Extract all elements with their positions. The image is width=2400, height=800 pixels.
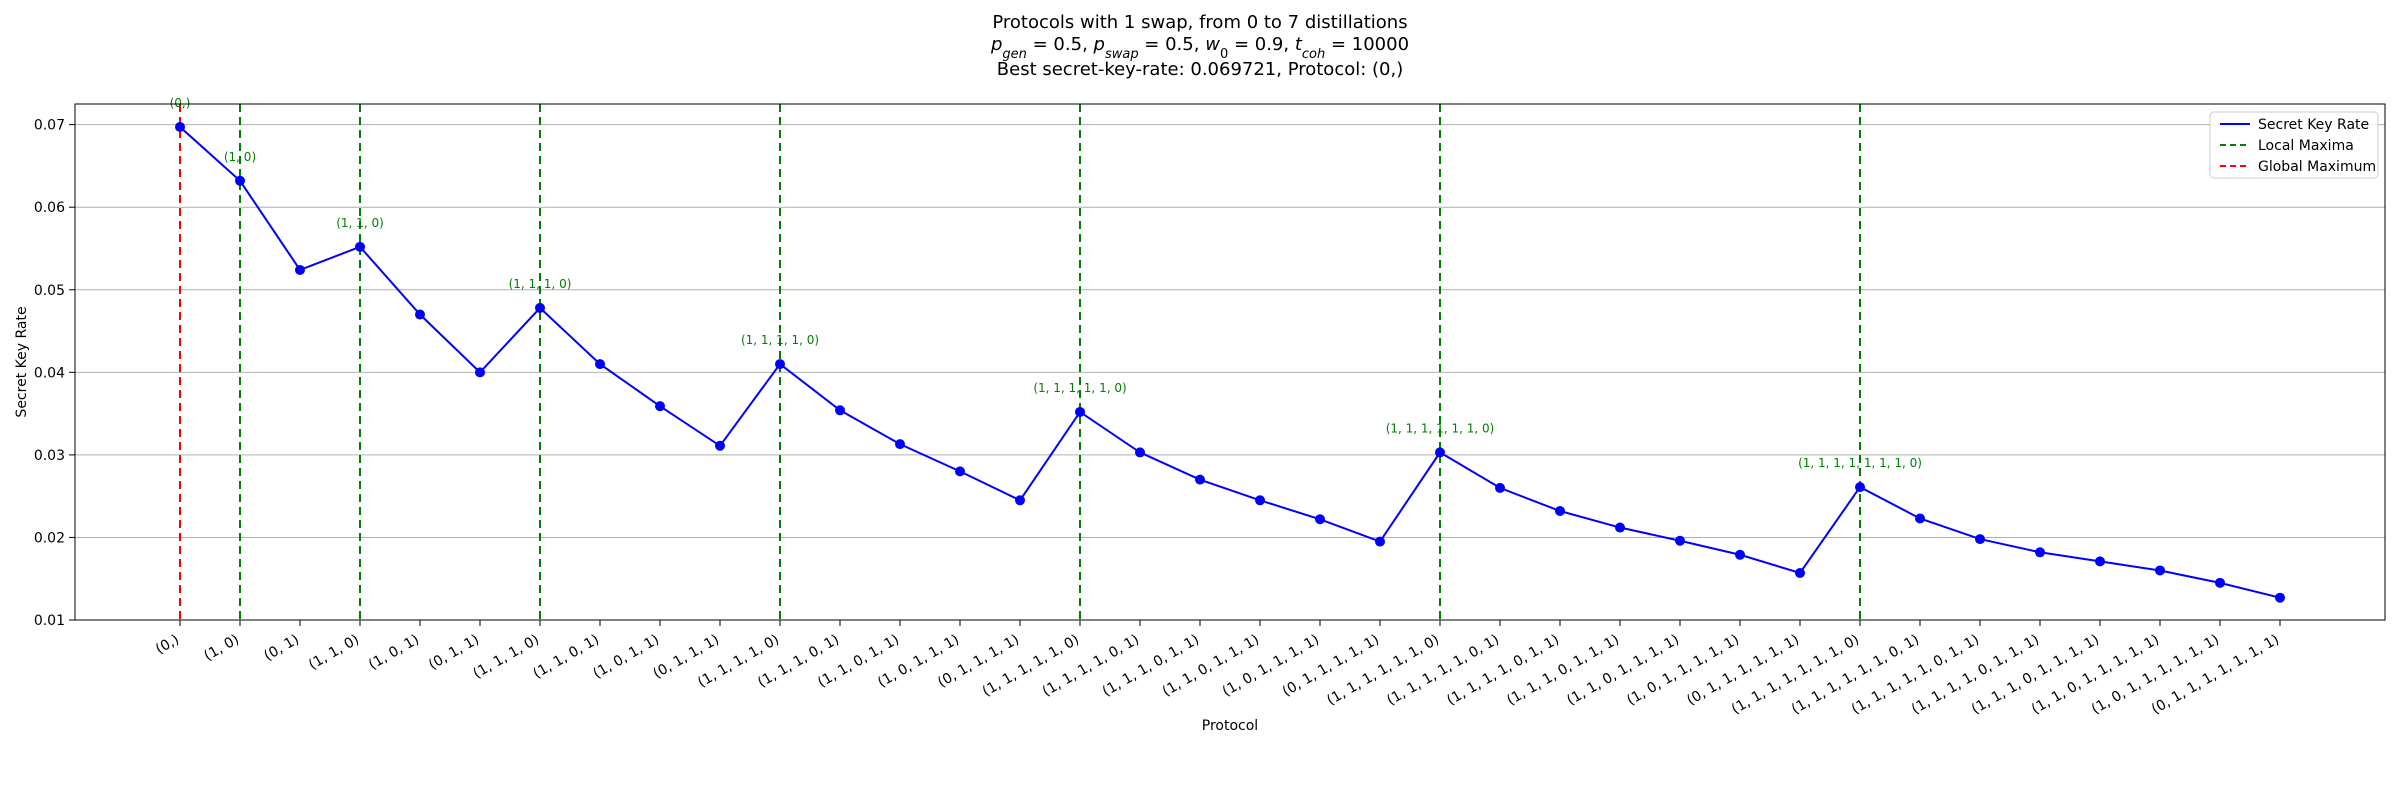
annotation-label: (1, 0)	[224, 150, 256, 164]
x-tick-label: (1, 1, 1, 0, 1, 1, 1)	[1504, 632, 1622, 709]
x-tick-label: (1, 1, 0, 1)	[531, 632, 602, 682]
data-point	[355, 241, 365, 252]
y-tick-label: 0.03	[34, 448, 65, 464]
data-point	[1795, 567, 1805, 578]
data-point	[1135, 447, 1145, 458]
data-point	[595, 359, 605, 370]
x-tick-label: (1, 1, 1, 0)	[471, 632, 542, 682]
data-points	[175, 121, 2285, 603]
annotation-label: (1, 1, 1, 1, 0)	[741, 333, 819, 347]
data-point	[1555, 506, 1565, 517]
legend-label: Secret Key Rate	[2258, 117, 2369, 133]
data-point	[1195, 474, 1205, 485]
data-point	[1735, 549, 1745, 560]
y-tick-label: 0.01	[34, 613, 65, 629]
data-point	[2215, 577, 2225, 588]
data-point	[415, 309, 425, 320]
legend-box	[2209, 111, 2379, 179]
data-point	[1855, 482, 1865, 493]
data-point	[835, 405, 845, 416]
x-tick-label: (1, 0, 1, 1)	[591, 632, 662, 682]
data-point	[2095, 556, 2105, 567]
x-tick-label: (1, 1, 1, 1, 0, 1, 1)	[1444, 632, 1562, 709]
legend-label: Local Maxima	[2258, 138, 2354, 154]
axes: 0.01 0.02 0.03 0.04 0.05 0.06 0.07 (0,) (1, 0) (0…	[34, 103, 2386, 718]
data-point	[535, 302, 545, 313]
data-point	[1375, 536, 1385, 547]
x-tick-label: (1, 0, 1)	[366, 632, 422, 674]
data-point	[175, 121, 185, 132]
data-point	[2155, 565, 2165, 576]
data-point	[1615, 522, 1625, 533]
x-tick-label: (1, 0, 1, 1, 1, 1, 1)	[1624, 632, 1742, 709]
data-point	[2275, 592, 2285, 603]
maxima-lines	[179, 104, 1861, 620]
data-point	[1495, 482, 1505, 493]
data-point	[475, 367, 485, 378]
data-point	[655, 401, 665, 412]
annotation-label: (1, 1, 0)	[336, 216, 384, 230]
annotations: (0,) (1, 0) (1, 1, 0) (1, 1, 1, 0) (1, 1, 1,…	[170, 96, 1922, 470]
x-tick-label: (1, 1, 1, 1, 1, 1, 0)	[1324, 632, 1442, 709]
x-tick-label: (0,)	[153, 632, 182, 658]
annotation-label: (1, 1, 1, 0)	[509, 277, 572, 291]
data-point	[895, 439, 905, 450]
x-tick-label: (0, 1)	[261, 632, 302, 665]
grid-lines	[75, 124, 2385, 621]
x-tick-label: (1, 1, 0)	[306, 632, 362, 674]
y-axis-label: Secret Key Rate	[14, 306, 30, 417]
data-point	[1975, 534, 1985, 545]
data-point	[1435, 447, 1445, 458]
chart-title-line-3: Best secret-key-rate: 0.069721, Protocol…	[997, 59, 1403, 80]
data-point	[1255, 495, 1265, 506]
data-point	[715, 440, 725, 451]
data-point	[1075, 406, 1085, 417]
data-point	[955, 466, 965, 477]
series-polyline	[179, 126, 2281, 599]
chart-title-line-1: Protocols with 1 swap, from 0 to 7 disti…	[992, 12, 1407, 33]
annotation-label: (1, 1, 1, 1, 1, 0)	[1033, 381, 1126, 395]
x-tick-label: (1, 1, 0, 1, 1, 1, 1)	[1564, 632, 1682, 709]
data-point	[1915, 513, 1925, 524]
data-point	[235, 175, 245, 186]
y-tick-label: 0.05	[34, 283, 65, 299]
series-line	[179, 126, 2281, 599]
annotation-label: (0,)	[170, 96, 191, 110]
y-tick-label: 0.04	[34, 365, 65, 381]
plot-frame	[74, 103, 2386, 621]
data-point	[775, 359, 785, 370]
data-point	[1015, 495, 1025, 506]
data-point	[2035, 547, 2045, 558]
annotation-label: (1, 1, 1, 1, 1, 1, 1, 0)	[1798, 456, 1922, 470]
legend-label: Global Maximum	[2258, 159, 2376, 175]
x-axis-label: Protocol	[1202, 718, 1258, 734]
annotation-label: (1, 1, 1, 1, 1, 1, 0)	[1386, 421, 1495, 435]
data-point	[1315, 514, 1325, 525]
y-tick-label: 0.06	[34, 200, 65, 216]
data-point	[295, 264, 305, 275]
y-tick-label: 0.02	[34, 530, 65, 546]
x-tick-label: (1, 1, 1, 1, 1, 0, 1)	[1384, 632, 1502, 709]
y-tick-label: 0.07	[34, 118, 65, 134]
x-tick-label: (1, 0)	[201, 632, 242, 665]
legend: Secret Key Rate Local Maxima Global Maximu…	[2209, 111, 2379, 179]
chart-title-line-2: pgen = 0.5, pswap = 0.5, w0 = 0.9, tcoh …	[990, 34, 1409, 62]
data-point	[1675, 535, 1685, 546]
